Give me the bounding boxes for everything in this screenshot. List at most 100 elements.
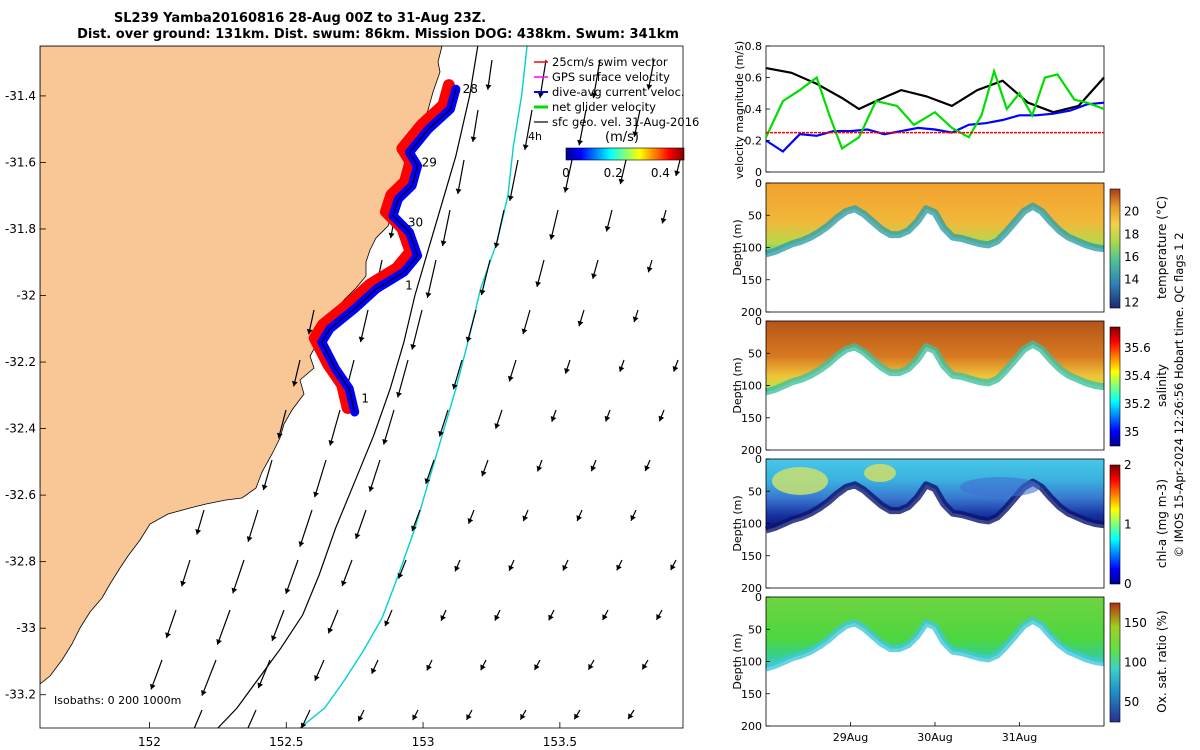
geo-velocity-arrow (257, 659, 271, 689)
geo-velocity-arrow (313, 459, 327, 498)
chl-patch (960, 477, 1040, 497)
geo-velocity-arrow (494, 409, 503, 430)
geo-velocity-arrow (522, 109, 533, 150)
svg-text:25cm/s swim vector: 25cm/s swim vector (552, 55, 668, 69)
map-y-tick-label: -32.8 (5, 555, 36, 569)
geo-velocity-arrow (535, 259, 545, 288)
section-colorbar-tick-label: 16 (1124, 250, 1139, 264)
section-panel: 0 50 100 150 200 Depth (m) 12 14 16 18 20 temperatu… (731, 177, 1169, 319)
map-y-tick-label: -31.8 (5, 222, 36, 236)
geo-velocity-arrow (247, 709, 257, 728)
section-colorbar-label: chl-a (mg m-3) (1155, 479, 1169, 568)
geo-velocity-arrow (466, 709, 473, 721)
map-colorbar-label: (m/s) (605, 130, 639, 145)
isobaths-label: Isobaths: 0 200 1000m (54, 694, 181, 707)
geo-velocity-arrow (354, 509, 367, 540)
geo-velocity-arrow (627, 709, 635, 720)
geo-velocity-arrow (246, 509, 259, 542)
map-x-tick-label: 153.5 (543, 735, 577, 749)
geo-velocity-arrow (641, 659, 649, 670)
geo-velocity-arrow (493, 209, 505, 249)
section-colorbar-tick-label: 14 (1124, 273, 1139, 287)
geo-velocity-arrow (271, 609, 285, 642)
day-marker-label: 1 (361, 392, 369, 406)
map-colorbar-tick-label: 0.2 (604, 166, 623, 180)
section-y-tick-label: 0 (755, 315, 762, 328)
geo-velocity-arrow (300, 709, 311, 728)
geo-velocity-arrow (604, 209, 613, 232)
section-y-tick-label: 200 (741, 720, 762, 733)
geo-velocity-arrow (195, 509, 205, 535)
geo-velocity-arrow (646, 59, 655, 90)
section-deep-layer (765, 202, 1105, 258)
geo-velocity-arrow (534, 659, 541, 671)
geo-velocity-arrow (276, 409, 287, 439)
velocity-y-tick-label: 0.6 (745, 72, 763, 85)
geo-velocity-arrow (454, 559, 461, 572)
geo-velocity-arrow (521, 309, 531, 335)
section-y-tick-label: 100 (741, 518, 762, 531)
duration-label: 4h (528, 130, 542, 143)
section-panel: 0 50 100 150 200 Depth (m) 50 100 150 Ox. sat. ra… (731, 591, 1169, 744)
geo-velocity-arrow (616, 559, 623, 571)
geo-velocity-arrow (291, 359, 301, 387)
map-colorbar (565, 147, 685, 161)
geo-velocity-arrow (519, 709, 527, 720)
geo-velocity-arrow (298, 509, 313, 547)
day-markers: 28 29 30 1 1 (361, 82, 478, 405)
section-x-tick-label: 30Aug (917, 731, 952, 744)
map-y-tick-label: -31.6 (5, 155, 36, 169)
section-y-tick-label: 150 (741, 274, 762, 287)
geo-velocity-arrow (411, 509, 421, 532)
velocity-y-tick-label: 0.4 (745, 103, 763, 116)
map-y-tick-label: -32.6 (5, 488, 36, 502)
svg-text:sfc geo. vel. 31-Aug-2016: sfc geo. vel. 31-Aug-2016 (552, 115, 699, 129)
geo-velocity-arrow (410, 309, 423, 350)
section-x-tick-label: 31Aug (1002, 731, 1037, 744)
velocity-frame (765, 45, 1105, 173)
section-colorbar-label: temperature (°C) (1155, 196, 1169, 299)
geo-velocity-arrow (284, 559, 299, 595)
section-colorbar (1109, 602, 1121, 723)
map-y-tick-label: -31.4 (5, 89, 36, 103)
map-legend: 25cm/s swim vector GPS surface velocity … (534, 55, 699, 180)
glider-track (321, 89, 457, 413)
geo-velocity-arrow (494, 609, 501, 621)
velocity-panel: 0 0.2 0.4 0.6 0.8 velocity magnitude (m/s) (733, 40, 1105, 179)
geo-velocity-arrow (384, 609, 393, 627)
map-y-tick-label: -33 (16, 621, 36, 635)
geo-velocity-arrow (674, 159, 681, 177)
section-colorbar-label: salinity (1155, 364, 1169, 407)
section-ylabel: Depth (m) (731, 357, 744, 413)
geo-velocity-arrow (563, 159, 573, 193)
section-panel: 0 50 100 150 200 Depth (m) 35 35.2 35.4 35.6 salin… (731, 315, 1169, 457)
section-data-field (766, 459, 1104, 530)
day-marker-label: 30 (408, 215, 423, 229)
geo-velocity-arrow (357, 709, 365, 722)
velocity-series (765, 67, 1105, 153)
geo-velocity-arrow (216, 609, 231, 645)
geo-velocity-arrow (193, 709, 203, 728)
section-x-tick-label: 29Aug (833, 731, 868, 744)
geo-velocity-arrow (658, 409, 665, 422)
geo-velocity-arrow (548, 609, 555, 621)
day-marker-label: 29 (422, 155, 437, 169)
legend-sfc-velocity: sfc geo. vel. 31-Aug-2016 (534, 115, 699, 129)
map-x-ticks: 152 152.5 153 153.5 (138, 722, 577, 749)
map-y-tick-label: -33.2 (5, 688, 36, 702)
section-deep-layer (765, 616, 1105, 672)
footer-credit: © IMOS 15-Apr-2024 12:26:56 Hobart time.… (1172, 232, 1186, 557)
map-colorbar-tick-label: 0.4 (651, 166, 670, 180)
geo-velocity-arrow (485, 59, 493, 90)
geo-velocity-arrow (618, 359, 625, 373)
section-colorbar-tick-label: 35 (1124, 425, 1139, 439)
geo-velocity-arrow (591, 59, 601, 99)
velocity-ylabel: velocity magnitude (m/s) (733, 41, 746, 179)
geo-velocity-arrow (465, 309, 477, 343)
geo-velocity-arrow (587, 659, 595, 671)
section-y-tick-label: 50 (748, 209, 762, 222)
chl-patch (864, 464, 896, 482)
geo-velocity-arrow (590, 459, 597, 472)
section-colorbar-tick-label: 12 (1124, 295, 1139, 309)
